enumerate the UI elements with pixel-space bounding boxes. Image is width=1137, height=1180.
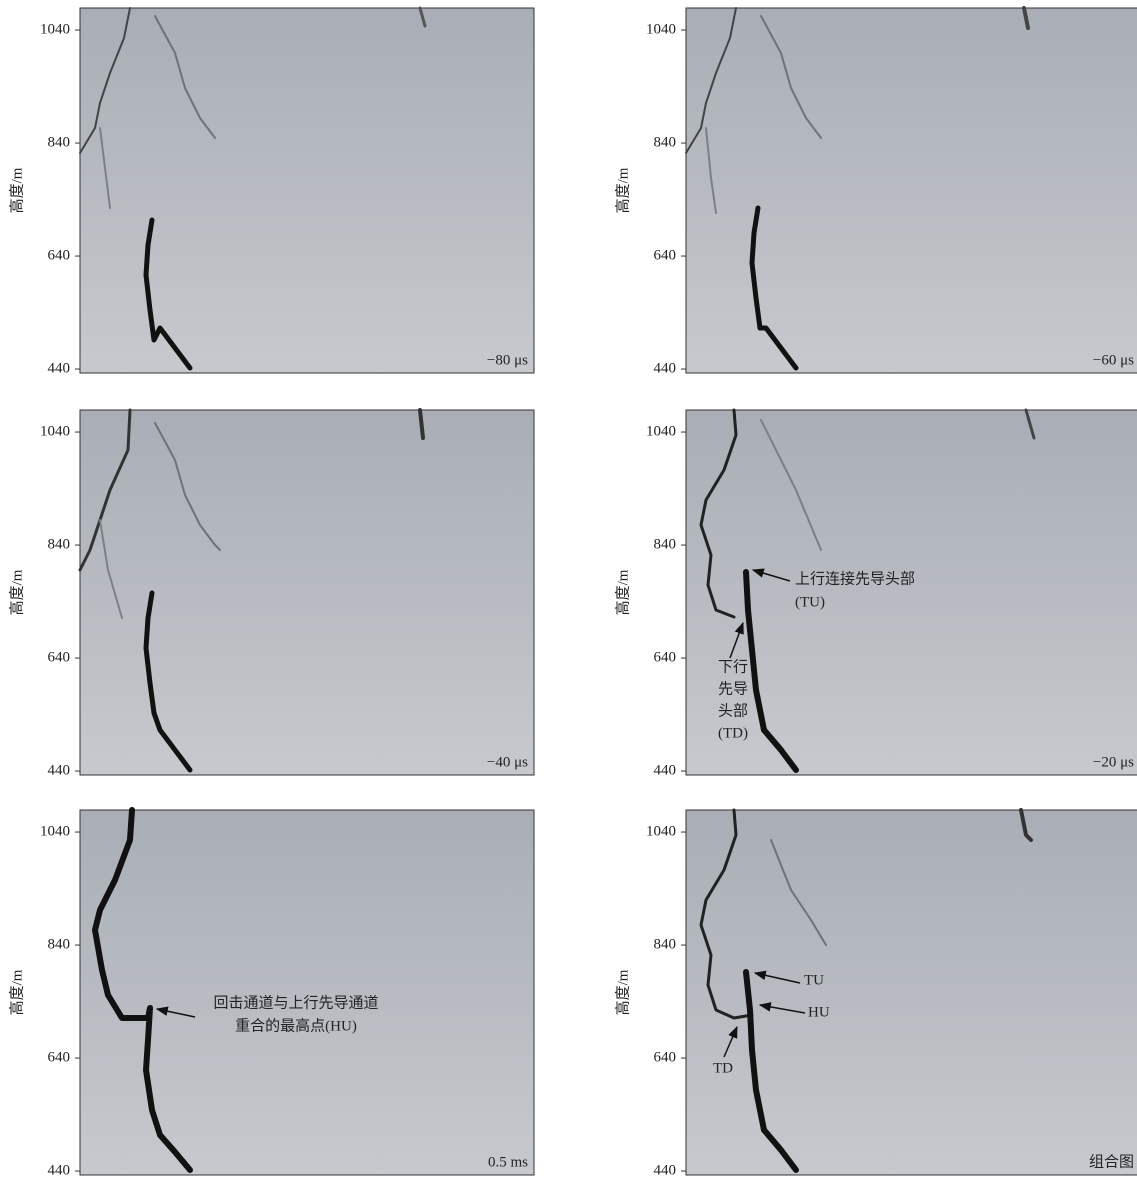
annotation: TU <box>804 972 824 988</box>
panel: 440 640 840 1040 高度/m 0.5 ms 回击通道与上行先导通道重合的最高点… <box>8 810 534 1178</box>
y-axis-label: 高度/m <box>8 167 25 213</box>
frame-image <box>686 410 1137 775</box>
y-tick-label: 1040 <box>646 423 676 439</box>
y-tick-label: 840 <box>48 936 71 952</box>
panel: 440 640 840 1040 高度/m −60 μs <box>614 8 1137 376</box>
annotation: 下行 <box>718 658 748 675</box>
y-axis-label: 高度/m <box>8 969 25 1015</box>
y-tick-label: 1040 <box>40 423 70 439</box>
y-tick-label: 440 <box>654 762 677 778</box>
y-tick-label: 1040 <box>40 21 70 37</box>
y-tick-label: 1040 <box>40 823 70 839</box>
annotation: (TD) <box>718 725 748 741</box>
panel: 440 640 840 1040 高度/m −20 μs 上行连接先导头部 (TU) 下行先导头… <box>614 410 1137 778</box>
y-axis-label: 高度/m <box>614 167 631 213</box>
panel: 440 640 840 1040 高度/m −80 μs <box>8 8 534 376</box>
panel: 440 640 840 1040 高度/m −40 μs <box>8 410 534 778</box>
frame-label: −20 μs <box>1093 754 1134 770</box>
frame-image <box>686 8 1137 373</box>
y-tick-label: 440 <box>654 360 677 376</box>
annotation: 回击通道与上行先导通道 <box>213 994 378 1011</box>
y-axis-label: 高度/m <box>614 969 631 1015</box>
y-tick-label: 640 <box>654 649 677 665</box>
y-tick-label: 640 <box>48 649 71 665</box>
frame-label: −80 μs <box>487 352 528 368</box>
frame-label: 组合图 <box>1089 1153 1134 1170</box>
panel: 440 640 840 1040 高度/m 组合图 TU HU TD <box>614 810 1137 1178</box>
y-tick-label: 440 <box>654 1162 677 1178</box>
y-tick-label: 640 <box>654 1049 677 1065</box>
figure: 440 640 840 1040 高度/m −80 μs 440 640 840 1040 高度/m… <box>0 0 1137 1180</box>
frame-image <box>686 810 1137 1175</box>
frame-label: −60 μs <box>1093 352 1134 368</box>
annotation: 上行连接先导头部 <box>795 570 915 587</box>
y-tick-label: 440 <box>48 762 71 778</box>
annotation: (TU) <box>795 594 825 610</box>
frame-image <box>80 410 534 775</box>
y-tick-label: 640 <box>48 247 71 263</box>
frame-image <box>80 810 534 1175</box>
annotation: TD <box>713 1060 733 1076</box>
annotation: HU <box>808 1004 830 1020</box>
annotation: 头部 <box>718 702 748 719</box>
y-tick-label: 440 <box>48 1162 71 1178</box>
y-tick-label: 840 <box>654 536 677 552</box>
y-tick-label: 840 <box>48 536 71 552</box>
annotation: 重合的最高点(HU) <box>235 1017 357 1034</box>
y-axis-label: 高度/m <box>614 569 631 615</box>
y-tick-label: 840 <box>654 134 677 150</box>
y-tick-label: 640 <box>48 1049 71 1065</box>
frame-label: 0.5 ms <box>488 1154 528 1170</box>
annotation: 先导 <box>718 680 748 697</box>
y-tick-label: 440 <box>48 360 71 376</box>
y-axis-label: 高度/m <box>8 569 25 615</box>
y-tick-label: 640 <box>654 247 677 263</box>
y-tick-label: 1040 <box>646 823 676 839</box>
y-tick-label: 840 <box>654 936 677 952</box>
frame-label: −40 μs <box>487 754 528 770</box>
frame-image <box>80 8 534 373</box>
y-tick-label: 1040 <box>646 21 676 37</box>
y-tick-label: 840 <box>48 134 71 150</box>
